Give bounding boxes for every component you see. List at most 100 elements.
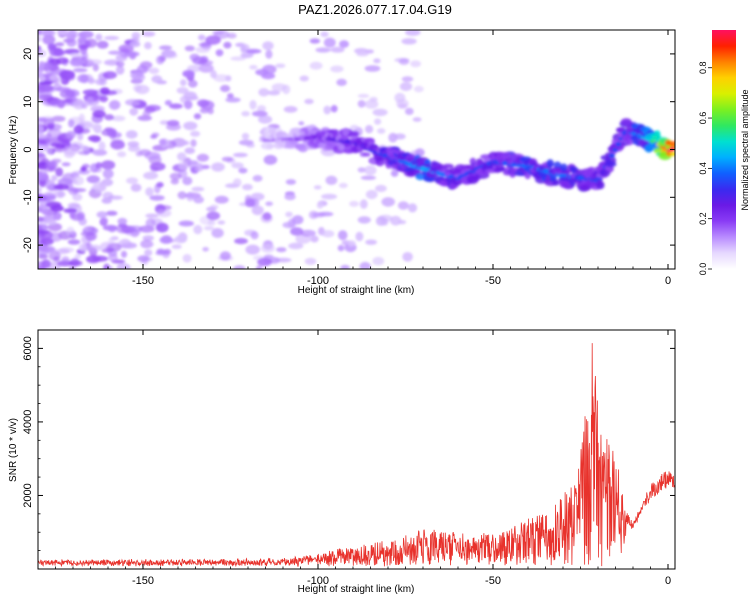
heatmap-cell xyxy=(369,96,378,102)
heatmap-cell xyxy=(84,38,98,48)
heatmap-cell xyxy=(73,125,84,135)
heatmap-cell xyxy=(143,171,159,180)
heatmap-cell xyxy=(50,137,61,145)
heatmap-cell xyxy=(372,256,385,266)
heatmap-cell xyxy=(145,218,156,229)
y-tick-label: 2000 xyxy=(22,483,34,507)
heatmap-cell xyxy=(130,183,142,192)
heatmap-cell xyxy=(156,182,164,188)
heatmap-cell xyxy=(221,156,234,162)
x-tick-label: -50 xyxy=(485,275,501,287)
heatmap-cell xyxy=(74,253,82,259)
heatmap-cell xyxy=(99,95,108,103)
heatmap-cell xyxy=(104,114,115,121)
heatmap-cell xyxy=(340,264,350,269)
heatmap-cell xyxy=(101,248,115,253)
heatmap-cell xyxy=(38,35,42,43)
heatmap-cell xyxy=(117,217,128,225)
heatmap-cell xyxy=(552,180,560,186)
heatmap-cell xyxy=(182,176,193,186)
heatmap-cell xyxy=(69,211,76,219)
heatmap-cell xyxy=(186,160,199,165)
heatmap-cell xyxy=(292,215,304,225)
heatmap-cell xyxy=(67,202,81,209)
heatmap-cell xyxy=(65,130,77,139)
heatmap-cell xyxy=(309,61,323,70)
heatmap-cell xyxy=(219,251,231,261)
heatmap-cell xyxy=(210,204,219,210)
heatmap-cell xyxy=(125,130,138,139)
heatmap-cell xyxy=(107,253,118,262)
heatmap-cell xyxy=(104,35,120,41)
heatmap-cell xyxy=(410,60,422,68)
colorbar-tick-label: 0.4 xyxy=(698,162,708,175)
heatmap-cell xyxy=(290,227,304,236)
heatmap-cell xyxy=(546,159,554,168)
heatmap-cell xyxy=(100,217,109,224)
x-tick-label: -50 xyxy=(485,575,501,587)
colorbar-gradient xyxy=(712,30,736,269)
heatmap-cell xyxy=(339,40,349,48)
heatmap-cell xyxy=(283,106,298,113)
heatmap-cell xyxy=(76,144,88,150)
heatmap-cell xyxy=(135,151,143,157)
heatmap-cell xyxy=(404,107,414,115)
heatmap-cell xyxy=(200,100,215,110)
heatmap-cell xyxy=(45,179,56,190)
heatmap-cell xyxy=(83,225,94,232)
heatmap-cell xyxy=(191,186,205,192)
heatmap-cell xyxy=(276,247,287,253)
spectrogram-heatmap xyxy=(38,30,675,269)
heatmap-cell xyxy=(378,214,393,222)
heatmap-cell xyxy=(250,192,265,201)
heatmap-cell xyxy=(101,197,113,204)
heatmap-cell xyxy=(137,255,150,262)
heatmap-cell xyxy=(38,94,54,102)
heatmap-cell xyxy=(669,151,675,157)
heatmap-cell xyxy=(41,259,51,269)
heatmap-cell xyxy=(365,239,377,245)
heatmap-cell xyxy=(95,33,103,41)
heatmap-cell xyxy=(263,154,278,165)
heatmap-cell xyxy=(135,84,150,95)
heatmap-cell xyxy=(87,244,103,252)
heatmap-cell xyxy=(53,190,66,198)
heatmap-cell xyxy=(53,47,64,56)
heatmap-cell xyxy=(127,141,140,148)
heatmap-cell xyxy=(250,231,259,240)
heatmap-cell xyxy=(40,238,54,246)
heatmap-cell xyxy=(101,160,116,170)
heatmap-cell xyxy=(159,138,167,146)
heatmap-cell xyxy=(285,179,297,185)
y-tick-label: 20 xyxy=(22,48,34,60)
heatmap-cell xyxy=(321,230,335,238)
heatmap-cell xyxy=(117,151,127,158)
heatmap-cell xyxy=(257,105,266,113)
heatmap-cell xyxy=(397,201,409,210)
heatmap-cell xyxy=(402,251,413,262)
heatmap-cell xyxy=(87,78,96,84)
heatmap-cell xyxy=(210,70,217,79)
heatmap-cell xyxy=(92,149,108,156)
heatmap-cell xyxy=(53,184,70,191)
heatmap-cell xyxy=(38,124,44,134)
heatmap-cell xyxy=(323,37,336,48)
heatmap-cell xyxy=(51,174,58,182)
heatmap-cell xyxy=(233,178,242,187)
heatmap-cell xyxy=(53,83,62,91)
heatmap-cell xyxy=(45,147,53,155)
heatmap-cell xyxy=(78,243,88,252)
heatmap-cell xyxy=(227,93,234,99)
heatmap-cell xyxy=(55,144,66,149)
heatmap-cell xyxy=(69,266,76,269)
heatmap-cell xyxy=(102,168,114,179)
heatmap-cell xyxy=(162,52,178,59)
heatmap-cell xyxy=(38,134,48,139)
heatmap-cell xyxy=(38,153,45,158)
heatmap-cell xyxy=(96,40,109,49)
y-tick-label: 10 xyxy=(22,96,34,108)
heatmap-cell xyxy=(217,220,226,225)
heatmap-cell xyxy=(178,220,194,227)
heatmap-cell xyxy=(245,198,256,208)
